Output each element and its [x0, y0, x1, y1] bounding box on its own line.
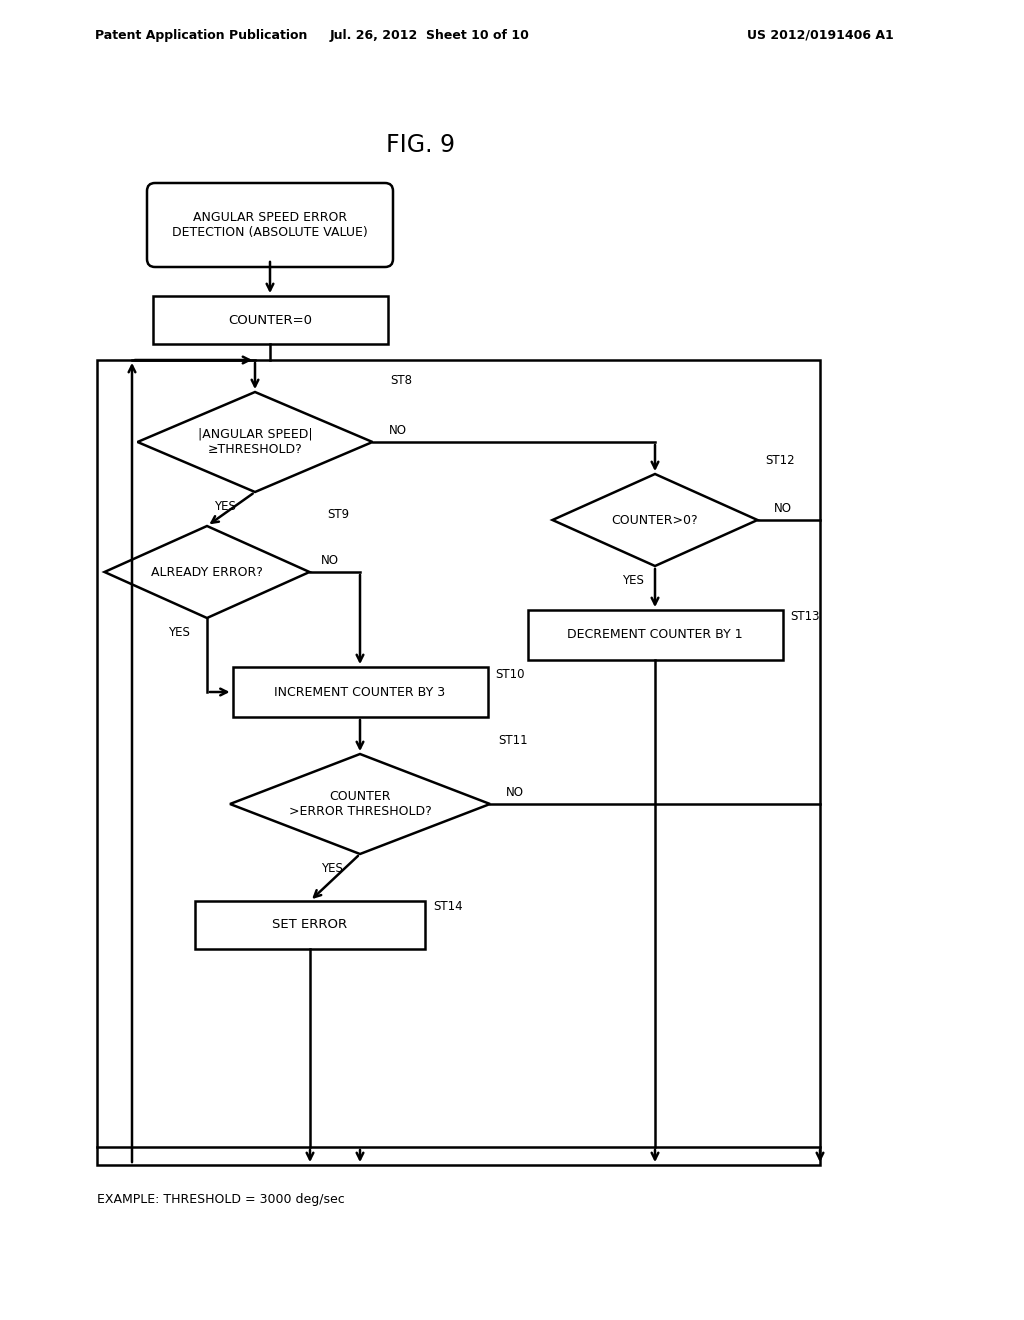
Polygon shape [104, 525, 309, 618]
Text: ANGULAR SPEED ERROR
DETECTION (ABSOLUTE VALUE): ANGULAR SPEED ERROR DETECTION (ABSOLUTE … [172, 211, 368, 239]
Text: ST11: ST11 [498, 734, 527, 747]
Text: FIG. 9: FIG. 9 [385, 133, 455, 157]
Bar [232, 667, 487, 717]
Text: ST13: ST13 [791, 610, 820, 623]
Polygon shape [553, 474, 758, 566]
Text: ALREADY ERROR?: ALREADY ERROR? [152, 565, 263, 578]
Text: YES: YES [168, 626, 189, 639]
FancyBboxPatch shape [147, 183, 393, 267]
Text: COUNTER=0: COUNTER=0 [228, 314, 312, 326]
Text: COUNTER
>ERROR THRESHOLD?: COUNTER >ERROR THRESHOLD? [289, 789, 431, 818]
Text: Jul. 26, 2012  Sheet 10 of 10: Jul. 26, 2012 Sheet 10 of 10 [330, 29, 530, 41]
Text: ST12: ST12 [766, 454, 795, 466]
Text: SET ERROR: SET ERROR [272, 919, 347, 932]
Text: ST10: ST10 [496, 668, 525, 681]
Text: YES: YES [322, 862, 343, 874]
Polygon shape [137, 392, 373, 492]
Text: COUNTER>0?: COUNTER>0? [611, 513, 698, 527]
Text: INCREMENT COUNTER BY 3: INCREMENT COUNTER BY 3 [274, 685, 445, 698]
Bar [527, 610, 782, 660]
Text: ST14: ST14 [433, 900, 463, 913]
Bar [97, 360, 820, 1166]
Text: NO: NO [506, 785, 524, 799]
Text: NO: NO [321, 553, 339, 566]
Text: DECREMENT COUNTER BY 1: DECREMENT COUNTER BY 1 [567, 628, 742, 642]
Text: ST9: ST9 [328, 507, 349, 520]
Text: NO: NO [773, 502, 792, 515]
Bar [153, 296, 387, 345]
Text: ST8: ST8 [390, 374, 413, 387]
Text: Patent Application Publication: Patent Application Publication [95, 29, 307, 41]
Text: YES: YES [622, 573, 644, 586]
Text: YES: YES [214, 499, 236, 512]
Text: US 2012/0191406 A1: US 2012/0191406 A1 [746, 29, 893, 41]
Text: EXAMPLE: THRESHOLD = 3000 deg/sec: EXAMPLE: THRESHOLD = 3000 deg/sec [97, 1193, 345, 1206]
Polygon shape [230, 754, 490, 854]
Text: NO: NO [388, 424, 407, 437]
Bar [195, 902, 425, 949]
Text: |ANGULAR SPEED|
≥THRESHOLD?: |ANGULAR SPEED| ≥THRESHOLD? [198, 428, 312, 455]
